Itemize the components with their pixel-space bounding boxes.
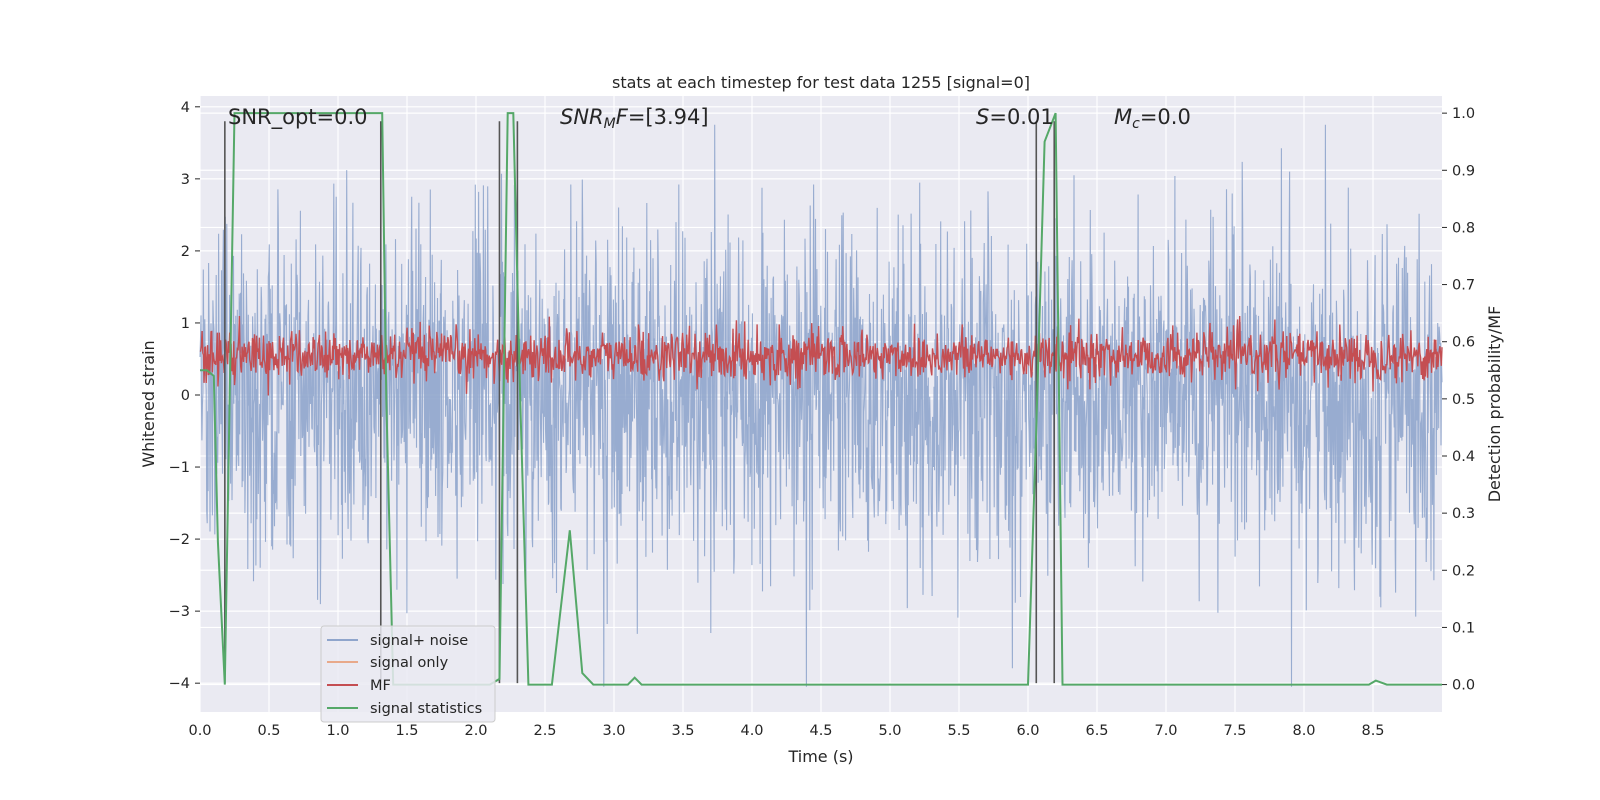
x-tick-label: 5.5 bbox=[947, 723, 970, 739]
x-tick-label: 8.0 bbox=[1292, 723, 1315, 739]
y2-tick-label: 0.4 bbox=[1452, 449, 1475, 465]
annotation-mc: Mc=0.0 bbox=[1114, 105, 1191, 132]
annotation-s: S=0.01 bbox=[976, 105, 1054, 129]
y2-tick-label: 0.7 bbox=[1452, 278, 1475, 294]
legend-label-signal-statistics: signal statistics bbox=[370, 701, 482, 717]
annotation-snr-mf-sub: M bbox=[604, 116, 616, 132]
legend-label-signal-noise: signal+ noise bbox=[370, 633, 468, 649]
plot-content bbox=[199, 112, 1443, 687]
x-tick-label: 0.0 bbox=[188, 723, 211, 739]
x-tick-label: 6.0 bbox=[1016, 723, 1039, 739]
x-tick-label: 3.0 bbox=[602, 723, 625, 739]
x-tick-label: 0.5 bbox=[257, 723, 280, 739]
annotation-mc-main: M bbox=[1114, 105, 1132, 129]
y2-tick-label: 1.0 bbox=[1452, 106, 1475, 122]
x-tick-label: 2.0 bbox=[464, 723, 487, 739]
legend-box bbox=[320, 625, 496, 723]
x-tick-label: 5.0 bbox=[878, 723, 901, 739]
x-tick-label: 4.0 bbox=[740, 723, 763, 739]
annotation-mc-rest: =0.0 bbox=[1140, 105, 1191, 129]
annotation-mc-sub: c bbox=[1132, 116, 1140, 132]
y-tick-label: −1 bbox=[169, 460, 190, 476]
series-signal-noise-line bbox=[199, 124, 1443, 687]
y2-tick-label: 0.2 bbox=[1452, 563, 1475, 579]
y-tick-labels: 4 3 2 1 0 −1 −2 −3 −4 bbox=[169, 100, 200, 692]
x-tick-label: 8.5 bbox=[1361, 723, 1384, 739]
y2-tick-labels: 1.0 0.9 0.8 0.7 0.6 0.5 0.4 0.3 0.2 0.1 0.0 bbox=[1442, 106, 1475, 694]
annotation-snr-mf-main: SNR bbox=[560, 105, 604, 129]
annotation-snr-mf-rest-italic: F bbox=[616, 105, 629, 129]
y-tick-label: 4 bbox=[181, 100, 190, 116]
x-tick-label: 1.0 bbox=[326, 723, 349, 739]
annotation-snr-mf-rest: =[3.94] bbox=[628, 105, 709, 129]
series-signal-statistics-line bbox=[200, 112, 1442, 686]
legend: signal+ noise signal only MF signal stat… bbox=[320, 625, 496, 723]
x-axis-label: Time (s) bbox=[787, 747, 853, 766]
annotation-s-rest: =0.01 bbox=[989, 105, 1053, 129]
x-tick-labels: 0.0 0.5 1.0 1.5 2.0 2.5 3.0 3.5 4.0 4.5 5.0 5.5 6.0 6… bbox=[188, 723, 1384, 739]
y-tick-label: −4 bbox=[169, 676, 190, 692]
x-tick-label: 7.0 bbox=[1154, 723, 1177, 739]
annotation-snr-opt: SNR_opt=0.0 bbox=[228, 105, 368, 130]
annotation-snr-mf: SNRMF=[3.94] bbox=[560, 105, 709, 132]
x-tick-label: 3.5 bbox=[671, 723, 694, 739]
legend-label-signal-only: signal only bbox=[370, 655, 449, 671]
y2-tick-label: 0.9 bbox=[1452, 163, 1475, 179]
y-tick-label: 0 bbox=[181, 388, 190, 404]
y-tick-label: −3 bbox=[169, 604, 190, 620]
y2-tick-label: 0.0 bbox=[1452, 678, 1475, 694]
legend-label-mf: MF bbox=[370, 678, 391, 694]
y-tick-label: −2 bbox=[169, 532, 190, 548]
y-tick-label: 1 bbox=[181, 316, 190, 332]
x-tick-label: 6.5 bbox=[1085, 723, 1108, 739]
x-tick-label: 7.5 bbox=[1223, 723, 1246, 739]
y2-tick-label: 0.1 bbox=[1452, 620, 1475, 636]
x-tick-label: 2.5 bbox=[533, 723, 556, 739]
x-tick-label: 4.5 bbox=[809, 723, 832, 739]
y2-tick-label: 0.8 bbox=[1452, 220, 1475, 236]
chart-title: stats at each timestep for test data 125… bbox=[612, 73, 1030, 92]
y2-tick-label: 0.3 bbox=[1452, 506, 1475, 522]
y2-axis-label: Detection probability/MF bbox=[1485, 306, 1504, 503]
y2-tick-label: 0.5 bbox=[1452, 392, 1475, 408]
series-mf-line bbox=[199, 315, 1443, 396]
y2-tick-label: 0.6 bbox=[1452, 335, 1475, 351]
x-tick-label: 1.5 bbox=[395, 723, 418, 739]
y-tick-label: 2 bbox=[181, 244, 190, 260]
y-tick-label: 3 bbox=[181, 172, 190, 188]
y-axis-label: Whitened strain bbox=[139, 340, 158, 467]
annotation-s-main: S bbox=[976, 105, 989, 129]
